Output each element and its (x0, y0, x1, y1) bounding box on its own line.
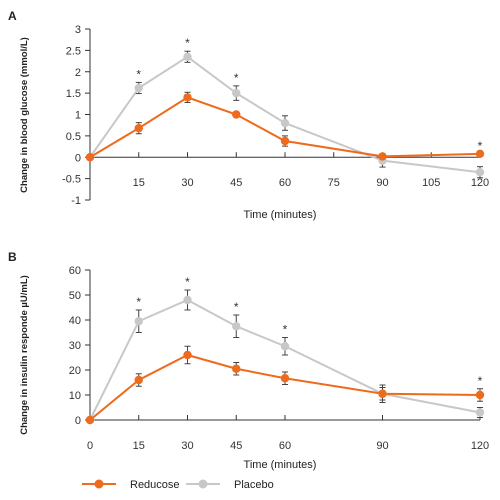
panel-a-reducose-point (134, 123, 143, 133)
panel-a-reducose-point (183, 93, 192, 102)
panel-b-reducose-point (378, 389, 387, 398)
panel-a-x-tick-label: 60 (279, 177, 291, 189)
panel-a-y-axis-title: Change in blood glucose (mmol/L) (19, 37, 30, 193)
panel-b-x-tick-label: 45 (230, 440, 242, 452)
panel-b-reducose-point (183, 350, 192, 360)
panel-a-placebo-point (280, 118, 290, 128)
panel-b-x-axis-title: Time (minutes) (244, 459, 317, 471)
panel-b-x-tick-label: 30 (181, 440, 193, 452)
panel-a-significance-star: * (234, 71, 239, 85)
panel-b-reducose-point (134, 375, 143, 385)
panel-b-y-tick-label: 40 (69, 315, 81, 327)
panel-b-x-tick-label: 0 (87, 440, 93, 452)
panel-b-y-tick-label: 0 (75, 415, 81, 427)
panel-a-placebo-point (475, 168, 485, 177)
panel-b-reducose-point (232, 364, 241, 373)
panel-a-x-tick-label: 45 (230, 177, 242, 189)
panel-b-placebo-line (89, 298, 481, 421)
panel-a-x-tick-label: 105 (422, 177, 440, 189)
panel-a-reducose-point (85, 153, 95, 162)
legend-reducose-label: Reducose (130, 479, 180, 491)
panel-a-placebo-point (232, 88, 241, 98)
panel-a-x-tick-label: 120 (471, 177, 489, 189)
panel-a-letter: A (8, 9, 17, 23)
panel-a-reducose-point (378, 152, 387, 161)
panel-a-x-tick-label: 30 (181, 177, 193, 189)
panel-b-placebo-point (232, 322, 241, 331)
panel-a-placebo-point (134, 83, 143, 93)
panel-b-reducose-point (85, 415, 95, 425)
panel-b-placebo-point (475, 408, 485, 417)
panel-a-y-tick-label: 1 (75, 110, 81, 122)
panel-b-y-tick-label: 20 (69, 365, 81, 377)
panel-a-reducose-point (232, 110, 241, 119)
panel-b-placebo-point (280, 342, 290, 351)
panel-a-y-tick-label: 0.5 (66, 131, 81, 143)
panel-b-x-tick-label: 90 (376, 440, 388, 452)
panel-b-y-tick-label: 30 (69, 340, 81, 352)
panel-b-significance-star: * (136, 295, 141, 309)
panel-b-y-tick-label: 10 (69, 390, 81, 402)
legend-reducose-marker (94, 479, 104, 489)
panel-a-y-tick-label: 3 (75, 24, 81, 36)
panel-b-y-axis-title: Change in insulin responde µU/mL) (19, 275, 30, 435)
panel-b-letter: B (8, 250, 17, 264)
panel-a-x-tick-label: 75 (328, 177, 340, 189)
panel-a-y-tick-label: 1.5 (66, 88, 81, 100)
panel-a-x-axis-title: Time (minutes) (244, 209, 317, 221)
panel-a-y-tick-label: -0.5 (62, 174, 81, 186)
panel-a-placebo-point (183, 52, 192, 61)
panel-b-significance-star: * (478, 374, 483, 388)
panel-b-reducose-point (280, 374, 290, 383)
panel-b-x-tick-label: 120 (471, 440, 489, 452)
panel-a-significance-star: * (478, 139, 483, 153)
panel-b-placebo-point (134, 317, 143, 326)
legend-placebo-label: Placebo (234, 479, 274, 491)
panel-a-y-tick-label: 0 (75, 152, 81, 164)
panel-b-x-tick-label: 60 (279, 440, 291, 452)
panel-a-significance-star: * (185, 36, 190, 50)
legend: Reducose Placebo (82, 479, 274, 491)
panel-a-y-tick-label: 2.5 (66, 45, 81, 57)
panel-b-placebo-point (183, 295, 192, 305)
panel-b-reducose-point (475, 390, 485, 400)
panel-a-y-tick-label: -1 (71, 195, 81, 207)
panel-a-x-tick-label: 15 (133, 177, 145, 189)
panel-a-significance-star: * (136, 67, 141, 81)
panel-a-reducose-point (280, 136, 290, 146)
panel-a-y-tick-label: 2 (75, 67, 81, 79)
panel-a-x-tick-label: 90 (376, 177, 388, 189)
panel-b-reducose-line (89, 353, 481, 421)
panel-b-significance-star: * (234, 300, 239, 314)
panel-b-x-tick-label: 15 (133, 440, 145, 452)
panel-b-significance-star: * (283, 323, 288, 337)
panel-b-y-tick-label: 50 (69, 290, 81, 302)
panel-b-significance-star: * (185, 275, 190, 289)
panel-b-y-tick-label: 60 (69, 265, 81, 277)
panel-a-reducose-point (475, 149, 485, 159)
legend-placebo-marker (198, 479, 208, 489)
